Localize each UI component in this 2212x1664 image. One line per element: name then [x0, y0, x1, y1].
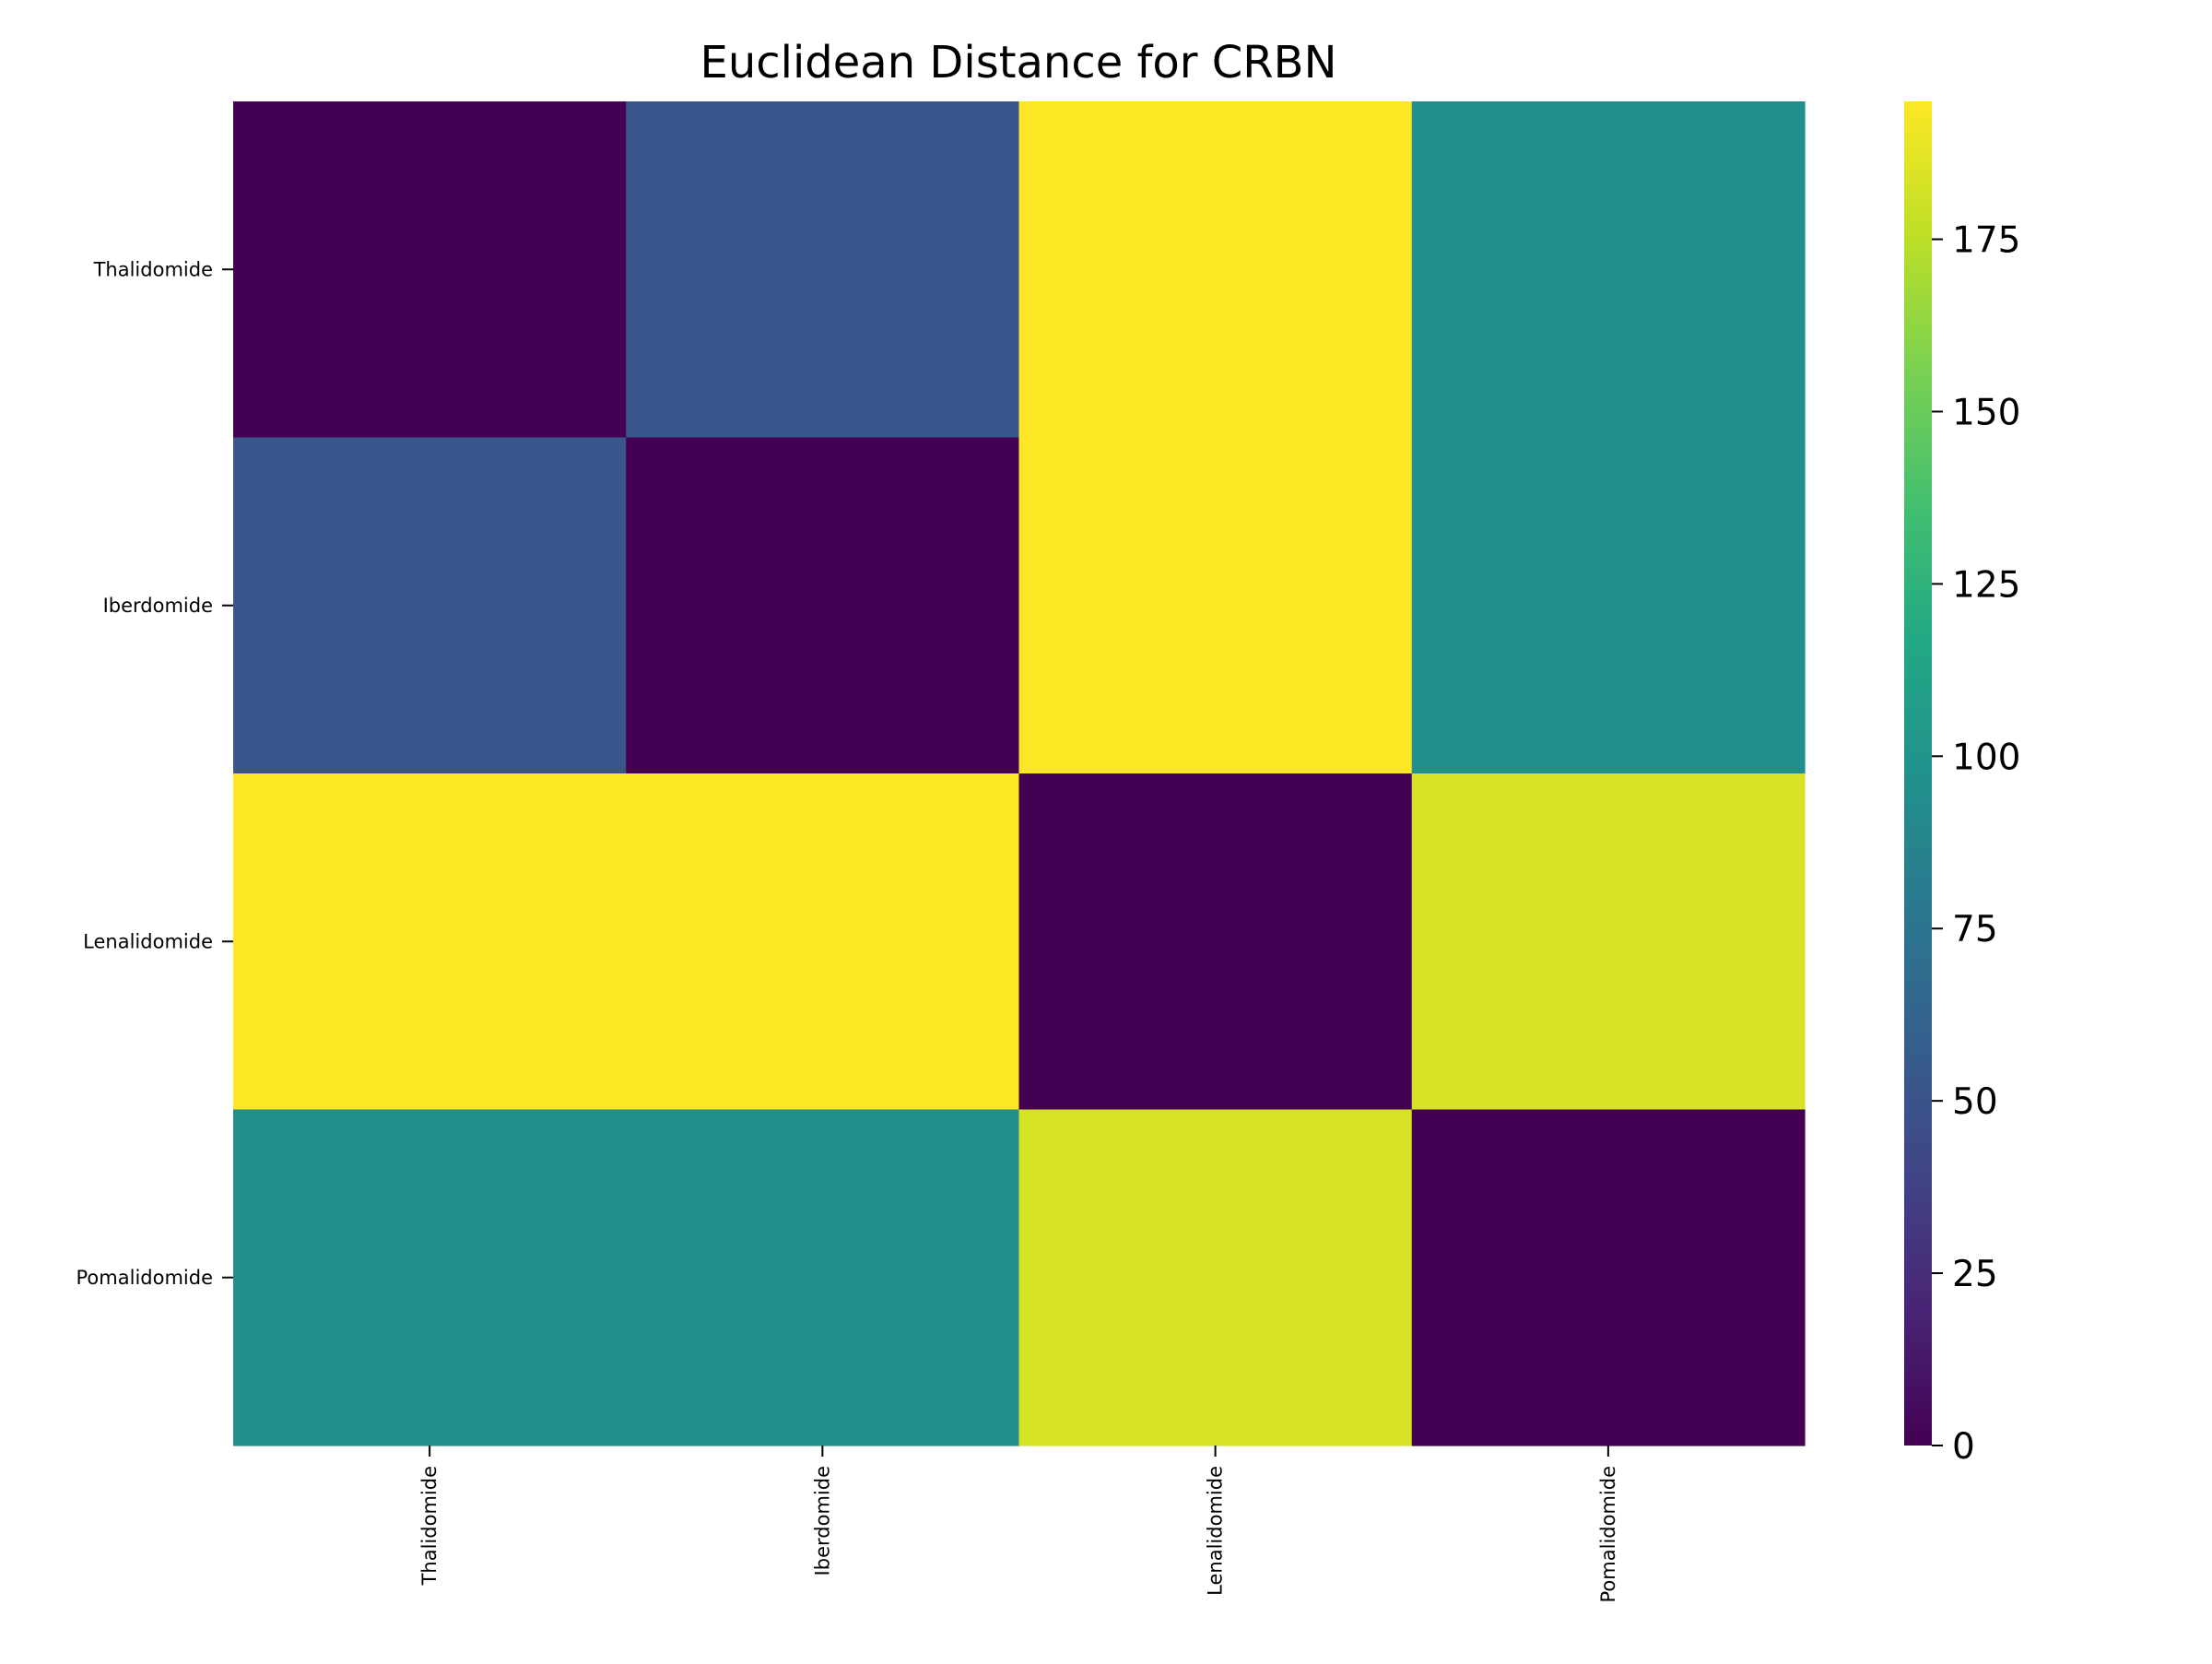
heatmap-cell — [1411, 101, 1806, 439]
y-tick-label: Lenalidomide — [83, 930, 213, 952]
y-tick-label: Iberdomide — [103, 595, 213, 617]
colorbar-tick-label: 25 — [1952, 1254, 1998, 1295]
y-axis: Thalidomide Iberdomide Lenalidomide Pomalid… — [76, 258, 233, 1289]
heatmap-cell — [233, 437, 627, 774]
heatmap-cell — [626, 1109, 1020, 1446]
heatmap-cell — [1411, 1109, 1806, 1446]
x-tick-label: Iberdomide — [811, 1466, 833, 1575]
colorbar: 0 25 50 75 100 125 150 175 — [1904, 101, 2020, 1468]
colorbar-tick-label: 150 — [1952, 392, 2020, 433]
heatmap-cell — [233, 1109, 627, 1446]
colorbar-gradient — [1904, 101, 1932, 1446]
heatmap-cell — [1018, 101, 1413, 439]
y-tick-label: Thalidomide — [93, 258, 213, 280]
heatmap-cell — [626, 437, 1020, 774]
heatmap-cell — [233, 773, 627, 1111]
heatmap-cell — [1018, 773, 1413, 1111]
x-tick-label: Lenalidomide — [1205, 1466, 1227, 1596]
x-tick-label: Thalidomide — [418, 1466, 441, 1586]
heatmap-cell — [1018, 1109, 1413, 1446]
heatmap-cell — [626, 773, 1020, 1111]
colorbar-tick-label: 175 — [1952, 220, 2020, 262]
heatmap-cell — [1018, 437, 1413, 774]
chart-title: Euclidean Distance for CRBN — [700, 37, 1336, 89]
heatmap-cell — [626, 101, 1020, 439]
colorbar-tick-label: 0 — [1952, 1426, 1975, 1468]
x-tick-label: Pomalidomide — [1597, 1466, 1619, 1602]
heatmap-cell — [1411, 437, 1806, 774]
heatmap-cell — [1411, 773, 1806, 1111]
colorbar-tick-label: 75 — [1952, 909, 1998, 950]
x-axis: Thalidomide Iberdomide Lenalidomide Pomalid… — [418, 1446, 1619, 1602]
y-tick-label: Pomalidomide — [76, 1267, 213, 1289]
colorbar-tick-label: 125 — [1952, 564, 2020, 606]
colorbar-tick-label: 100 — [1952, 737, 2020, 778]
heatmap-cell — [233, 101, 627, 439]
heatmap-cells — [233, 101, 1806, 1446]
colorbar-tick-label: 50 — [1952, 1081, 1998, 1123]
